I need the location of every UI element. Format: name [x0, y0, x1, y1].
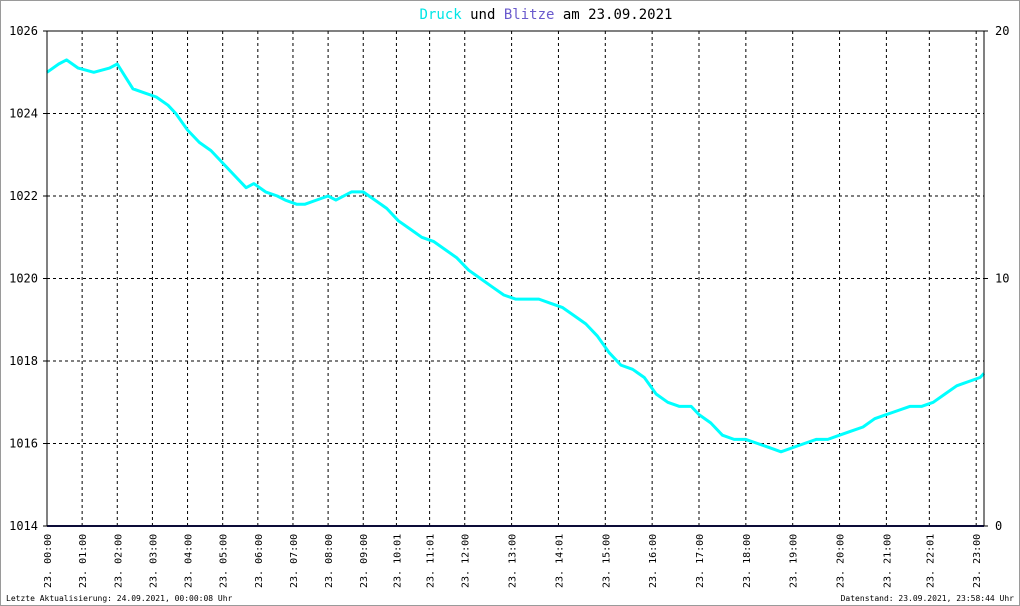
- title-part: und: [462, 7, 496, 23]
- footer-data-status: Datenstand: 23.09.2021, 23:58:44 Uhr: [841, 594, 1015, 603]
- x-tick-label: 23. 00:00: [43, 534, 54, 588]
- y-right-tick-label: 0: [995, 519, 1002, 533]
- x-tick-label: 23. 22:01: [925, 534, 936, 588]
- x-tick-label: 23. 05:00: [219, 534, 230, 588]
- y-left-tick-label: 1018: [9, 354, 38, 368]
- x-tick-label: 23. 07:00: [289, 534, 300, 588]
- y-left-tick-label: 1024: [9, 107, 38, 121]
- plot-area-border: [46, 30, 985, 527]
- y-left-tick-label: 1020: [9, 272, 38, 286]
- x-tick-label: 23. 21:00: [882, 534, 893, 588]
- x-tick-label: 23. 14:01: [554, 534, 565, 588]
- x-tick-label: 23. 10:01: [392, 534, 403, 588]
- y-left-tick-label: 1022: [9, 189, 38, 203]
- x-tick-label: 23. 17:00: [695, 534, 706, 588]
- x-tick-label: 23. 11:01: [426, 534, 437, 588]
- x-tick-label: 23. 06:00: [254, 534, 265, 588]
- x-tick-label: 23. 01:00: [78, 534, 89, 588]
- x-tick-label: 23. 08:00: [324, 534, 335, 588]
- x-tick-label: 23. 18:00: [742, 534, 753, 588]
- x-tick-label: 23. 12:00: [461, 534, 472, 588]
- x-tick-label: 23. 20:00: [836, 534, 847, 588]
- y-right-tick-label: 10: [995, 272, 1009, 286]
- y-left-tick-label: 1026: [9, 24, 38, 38]
- y-left-tick-label: 1014: [9, 519, 38, 533]
- x-tick-label: 23. 23:00: [972, 534, 983, 588]
- x-tick-label: 23. 13:00: [508, 534, 519, 588]
- footer-last-update: Letzte Aktualisierung: 24.09.2021, 00:00…: [6, 594, 233, 603]
- y-left-tick-label: 1016: [9, 437, 38, 451]
- title-part: am 23.09.2021: [554, 7, 672, 23]
- x-tick-label: 23. 15:00: [601, 534, 612, 588]
- x-tick-label: 23. 19:00: [789, 534, 800, 588]
- grid: [47, 31, 984, 526]
- x-tick-label: 23. 02:00: [113, 534, 124, 588]
- x-tick-label: 23. 09:00: [359, 534, 370, 588]
- x-tick-label: 23. 04:00: [184, 534, 195, 588]
- series-druck-line: [46, 58, 986, 454]
- chart-title: Druck und Blitze am 23.09.2021: [420, 7, 673, 23]
- title-part: Blitze: [495, 7, 554, 23]
- x-tick-label: 23. 16:00: [648, 534, 659, 588]
- title-part: Druck: [420, 7, 463, 23]
- y-right-tick-label: 20: [995, 24, 1009, 38]
- x-tick-label: 23. 03:00: [148, 534, 159, 588]
